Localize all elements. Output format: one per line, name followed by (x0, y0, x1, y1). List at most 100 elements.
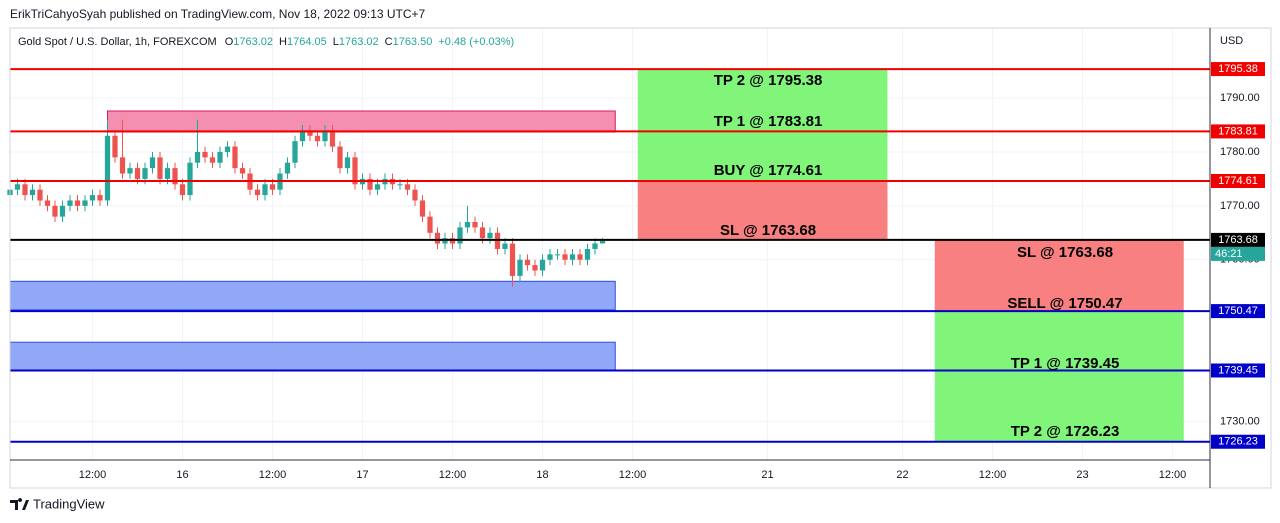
candle-body (104, 135, 111, 201)
price-badge (1211, 434, 1265, 449)
high-key: H (279, 36, 287, 48)
low-key: L (333, 36, 339, 48)
candle-body (299, 130, 306, 142)
x-tick-label: 12:00 (79, 469, 107, 481)
candle-body (569, 254, 576, 260)
candle-body (464, 222, 471, 228)
candle-body (217, 151, 223, 163)
annotation: TP 1 @ 1783.81 (714, 113, 823, 130)
trade-box (637, 181, 888, 240)
candle-body (329, 130, 336, 147)
candle-body (97, 195, 103, 201)
candle-body (187, 162, 193, 196)
change: +0.48 (+0.03%) (438, 36, 514, 48)
countdown-badge (1211, 246, 1265, 261)
candle-body (52, 205, 58, 217)
trade-box (934, 239, 1184, 312)
candle-body (539, 259, 546, 271)
close: 1763.50 (393, 36, 433, 48)
candle-body (374, 184, 381, 190)
candle-body (89, 195, 96, 201)
price-badge (1211, 304, 1265, 319)
candle-body (142, 168, 148, 179)
candle-body (487, 232, 493, 239)
x-tick-label: 12:00 (1159, 469, 1187, 481)
annotation: BUY @ 1774.61 (714, 162, 823, 179)
candle-body (397, 184, 403, 186)
annotation: TP 1 @ 1739.45 (1011, 355, 1120, 372)
candle-body (22, 184, 28, 196)
candle-body (344, 157, 351, 169)
candle-body (352, 157, 358, 185)
candle-body (577, 254, 583, 260)
candle-body (74, 200, 81, 206)
candle-body (112, 135, 118, 158)
candle-body (202, 151, 208, 158)
legend: Gold Spot / U.S. Dollar, 1h, FOREXCOM O17… (18, 36, 514, 48)
candle-body (239, 168, 246, 174)
candle-body (367, 178, 373, 190)
candle-body (509, 243, 516, 276)
candle-body (547, 254, 553, 260)
x-tick-label: 16 (176, 469, 188, 481)
candle-body (127, 168, 133, 174)
price-badge (1211, 174, 1265, 188)
trade-box (934, 311, 1184, 442)
y-tick-label: 1780.00 (1220, 146, 1260, 158)
candle-body (44, 200, 51, 206)
zone (9, 341, 616, 371)
candle-body (262, 184, 268, 196)
high: 1764.05 (287, 36, 327, 48)
candle-body (524, 259, 531, 266)
candle-body (157, 157, 163, 179)
zone (9, 280, 616, 311)
candle-body (412, 189, 418, 201)
candle-body (134, 168, 141, 179)
plot (7, 28, 1210, 460)
x-tick-label: 18 (536, 469, 548, 481)
currency: USD (1220, 35, 1243, 47)
candle-body (82, 200, 88, 206)
annotation: SELL @ 1750.47 (1007, 295, 1122, 312)
price-badge (1211, 232, 1265, 247)
y-tick-label: 1730.00 (1220, 415, 1260, 427)
candle-body (599, 240, 606, 244)
x-tick-label: 23 (1076, 469, 1088, 481)
price-badge-label: 1750.47 (1218, 305, 1258, 317)
candle-body (472, 222, 478, 228)
price-badge-label: 1783.81 (1218, 125, 1258, 137)
candle-body (37, 189, 43, 201)
published-line: ErikTriCahyoSyah published on TradingVie… (10, 7, 426, 21)
candle-body (172, 168, 178, 185)
price-badge-label: 1726.23 (1218, 436, 1258, 448)
candle-body (149, 157, 156, 169)
annotation: SL @ 1763.68 (1017, 244, 1113, 261)
candle-body (479, 227, 486, 239)
zone (107, 110, 616, 133)
price-badge-label: 1795.38 (1218, 63, 1258, 75)
candle-body (322, 130, 328, 142)
candle-body (29, 189, 36, 196)
x-tick-label: 12:00 (259, 469, 287, 481)
x-tick-label: 12:00 (619, 469, 647, 481)
x-tick-label: 21 (761, 469, 773, 481)
brand: TradingView (10, 496, 105, 511)
candle-body (427, 216, 433, 233)
symbol-name: Gold Spot / U.S. Dollar, 1h, FOREXCOM (18, 36, 217, 48)
price-badge-label: 1739.45 (1218, 364, 1258, 376)
candle-body (59, 205, 66, 217)
candle-body (532, 265, 538, 271)
candle-body (284, 162, 291, 174)
open: 1763.02 (233, 36, 273, 48)
candle-body (179, 184, 186, 196)
annotation: TP 2 @ 1795.38 (714, 72, 823, 89)
annotations: TP 2 @ 1795.38 TP 1 @ 1783.81 BUY @ 1774… (714, 72, 1123, 440)
x-tick-label: 12:00 (979, 469, 1007, 481)
candle-body (457, 227, 463, 244)
brand-name: TradingView (33, 496, 105, 511)
annotation: SL @ 1763.68 (720, 222, 816, 239)
candle-body (14, 184, 21, 190)
trade-box (637, 69, 888, 181)
brand-logo (10, 498, 29, 510)
